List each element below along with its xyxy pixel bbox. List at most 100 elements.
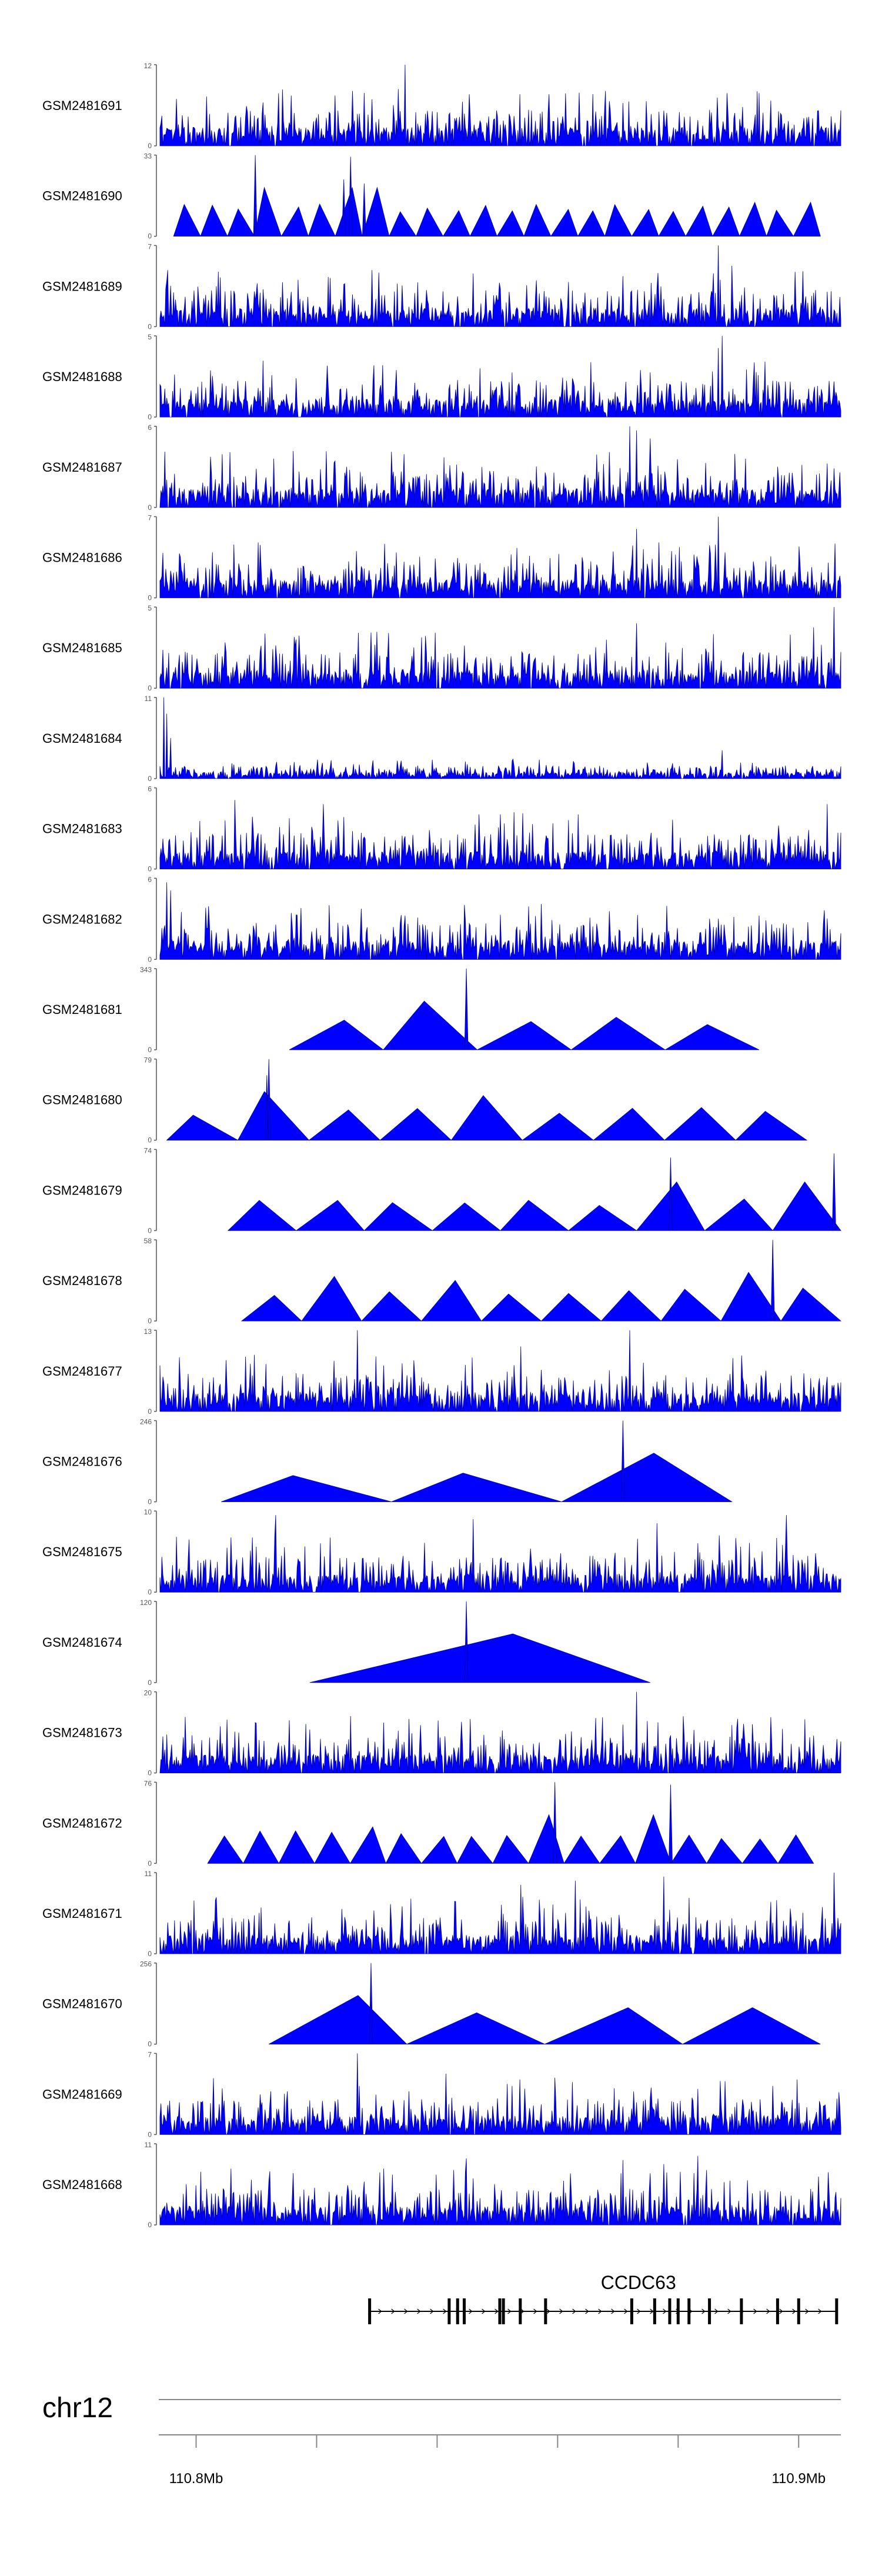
track-name: GSM2481673 <box>42 1726 122 1740</box>
gene-annotation-track: CCDC63 <box>368 2272 838 2324</box>
track-GSM2481687: GSM2481687 6 0 <box>42 423 841 512</box>
track-GSM2481683: GSM2481683 6 0 <box>42 785 841 873</box>
y-tick-label-max: 6 <box>148 875 152 883</box>
track-signal-area <box>159 64 841 146</box>
y-tick-label-zero: 0 <box>148 1407 152 1416</box>
track-signal-area <box>159 1691 841 1773</box>
strand-arrow <box>727 2308 731 2314</box>
track-name: GSM2481672 <box>42 1816 122 1830</box>
strand-arrow <box>391 2308 395 2314</box>
strand-arrow <box>792 2308 796 2314</box>
y-tick-label-max: 11 <box>145 2141 152 2149</box>
strand-arrow <box>430 2308 434 2314</box>
track-name: GSM2481691 <box>42 98 122 113</box>
gene-exon <box>776 2298 779 2324</box>
y-tick-label-max: 7 <box>148 514 152 522</box>
track-name: GSM2481685 <box>42 640 122 655</box>
signal-tracks: GSM2481691120GSM2481690330GSM248168970GS… <box>42 62 842 2229</box>
strand-arrow <box>624 2308 628 2314</box>
track-signal-area <box>269 1963 821 2045</box>
gene-exon <box>835 2298 838 2324</box>
track-signal-area <box>173 155 821 237</box>
track-GSM2481669: GSM2481669 7 0 <box>42 2050 841 2138</box>
y-tick-label-max: 76 <box>144 1779 152 1787</box>
gene-exon <box>653 2298 656 2324</box>
genome-axis-tick-label: 110.9Mb <box>771 2471 826 2487</box>
track-signal-area <box>240 1240 842 1322</box>
track-signal-area <box>159 882 841 960</box>
track-GSM2481690: GSM2481690 33 0 <box>42 152 821 241</box>
y-tick-label-max: 12 <box>144 62 152 70</box>
track-GSM2481677: GSM2481677 13 0 <box>42 1327 841 1416</box>
y-tick-label-max: 5 <box>148 333 152 341</box>
track-GSM2481673: GSM2481673 20 0 <box>42 1689 841 1777</box>
strand-arrow <box>598 2308 602 2314</box>
y-tick-label-zero: 0 <box>148 1950 152 1958</box>
track-signal-area <box>159 336 841 418</box>
y-tick-label-zero: 0 <box>148 1769 152 1777</box>
track-name: GSM2481683 <box>42 822 122 836</box>
y-tick-label-max: 33 <box>144 152 152 161</box>
track-GSM2481685: GSM2481685 5 0 <box>42 604 841 692</box>
strand-arrow <box>482 2308 486 2314</box>
gene-exon <box>519 2298 522 2324</box>
y-tick-label-zero: 0 <box>148 2130 152 2138</box>
gene-exon <box>630 2298 633 2324</box>
track-signal-area <box>159 607 841 689</box>
track-name: GSM2481668 <box>42 2177 122 2192</box>
track-signal-area <box>159 697 841 780</box>
track-signal-area <box>207 1782 814 1864</box>
track-signal-area <box>159 1515 841 1593</box>
y-tick-label-max: 74 <box>144 1146 152 1154</box>
track-signal-area <box>159 2155 841 2225</box>
strand-arrow <box>805 2308 809 2314</box>
track-GSM2481668: GSM2481668 11 0 <box>42 2141 841 2229</box>
y-tick-label-max: 58 <box>144 1237 152 1245</box>
gene-exon <box>687 2298 691 2324</box>
y-tick-label-zero: 0 <box>148 413 152 421</box>
track-GSM2481675: GSM2481675 10 0 <box>42 1508 841 1596</box>
track-GSM2481670: GSM2481670 256 0 <box>42 1960 821 2048</box>
strand-arrow <box>572 2308 576 2314</box>
strand-arrow <box>779 2308 783 2314</box>
y-tick-label-zero: 0 <box>148 1679 152 1687</box>
gene-exon <box>708 2298 711 2324</box>
gene-exon <box>456 2298 459 2324</box>
y-tick-label-zero: 0 <box>148 1136 152 1144</box>
track-signal-area <box>289 968 760 1050</box>
strand-arrow <box>766 2308 770 2314</box>
y-tick-label-zero: 0 <box>148 322 152 331</box>
strand-arrow <box>650 2308 654 2314</box>
y-tick-label-zero: 0 <box>148 2221 152 2229</box>
track-name: GSM2481681 <box>42 1002 122 1017</box>
track-GSM2481672: GSM2481672 76 0 <box>42 1779 814 1867</box>
track-name: GSM2481689 <box>42 279 122 293</box>
y-tick-label-zero: 0 <box>148 1588 152 1596</box>
gene-exon <box>463 2298 466 2324</box>
strand-arrow <box>753 2308 757 2314</box>
track-GSM2481688: GSM2481688 5 0 <box>42 333 841 421</box>
track-name: GSM2481690 <box>42 189 122 203</box>
gene-exon <box>668 2298 671 2324</box>
y-tick-label-max: 5 <box>148 604 152 612</box>
track-name: GSM2481675 <box>42 1544 122 1559</box>
gene-exon <box>447 2298 451 2324</box>
strand-arrow <box>533 2308 537 2314</box>
strand-arrow <box>818 2308 822 2314</box>
y-tick-label-max: 10 <box>144 1508 152 1516</box>
strand-arrow <box>611 2308 615 2314</box>
strand-arrow <box>585 2308 589 2314</box>
track-signal-area <box>159 1330 841 1412</box>
track-name: GSM2481680 <box>42 1093 122 1107</box>
strand-arrow <box>507 2308 512 2314</box>
gene-exon <box>368 2298 372 2324</box>
track-GSM2481680: GSM2481680 79 0 <box>42 1056 808 1144</box>
y-tick-label-max: 11 <box>145 1870 152 1878</box>
strand-arrow <box>546 2308 550 2314</box>
track-name: GSM2481674 <box>42 1635 122 1650</box>
gene-exon <box>498 2298 502 2324</box>
strand-arrow <box>417 2308 421 2314</box>
track-signal-area <box>221 1420 733 1502</box>
track-GSM2481684: GSM2481684 11 0 <box>42 695 841 783</box>
